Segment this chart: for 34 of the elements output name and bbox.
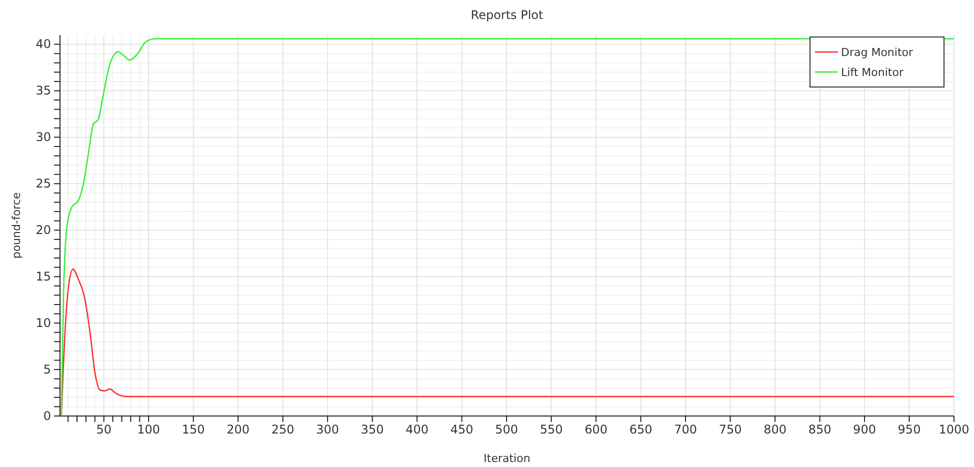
x-tick-label: 750 [718, 422, 742, 437]
x-tick-label: 200 [226, 422, 250, 437]
x-tick-label: 550 [540, 422, 563, 437]
x-tick-label: 500 [495, 422, 518, 437]
y-tick-label: 40 [36, 37, 51, 52]
x-tick-label: 700 [674, 422, 697, 437]
x-tick-label: 1000 [938, 422, 970, 437]
x-tick-label: 100 [137, 422, 160, 437]
x-tick-label: 600 [584, 422, 608, 437]
y-tick-label: 35 [36, 84, 51, 98]
y-tick-label: 0 [43, 408, 51, 423]
x-tick-label: 900 [853, 422, 876, 437]
legend-label: Lift Monitor [841, 66, 904, 79]
x-tick-label: 300 [316, 422, 340, 437]
y-tick-label: 5 [43, 362, 51, 376]
y-tick-label: 20 [36, 222, 51, 237]
x-tick-label: 800 [764, 422, 786, 437]
x-tick-label: 50 [96, 422, 112, 437]
chart-title: Reports Plot [470, 8, 544, 22]
x-tick-label: 400 [406, 422, 429, 437]
x-tick-label: 150 [182, 422, 205, 437]
y-tick-label: 15 [36, 269, 51, 284]
x-axis-title: Iteration [484, 452, 530, 465]
x-tick-label: 250 [271, 422, 294, 437]
x-tick-label: 350 [360, 422, 384, 437]
y-tick-label: 25 [36, 176, 51, 191]
x-tick-label: 850 [808, 422, 832, 437]
x-tick-label: 650 [629, 422, 652, 437]
y-tick-label: 30 [36, 130, 51, 144]
y-tick-label: 10 [36, 316, 51, 330]
legend-label: Drag Monitor [841, 46, 914, 59]
x-tick-label: 950 [898, 422, 921, 437]
y-axis-title: pound-force [10, 192, 23, 259]
x-tick-label: 450 [450, 422, 474, 437]
